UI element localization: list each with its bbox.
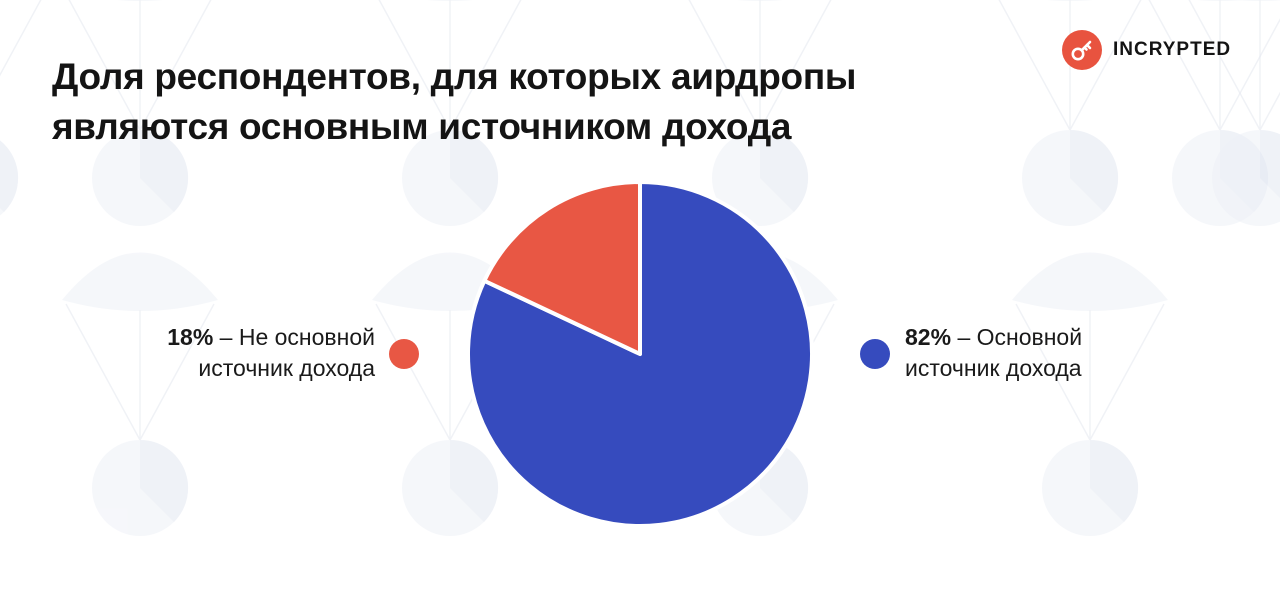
legend-item-main-income: 82% – Основной источник дохода <box>905 322 1082 384</box>
parachute-decoration-9 <box>1012 252 1168 536</box>
legend-item-not-main-income: 18% – Не основной источник дохода <box>167 322 375 384</box>
parachute-decoration-6 <box>62 252 218 536</box>
parachute-decoration-1 <box>378 0 522 226</box>
key-icon <box>1062 30 1102 70</box>
parachute-decoration-10 <box>1188 0 1280 226</box>
chart-title: Доля респондентов, для которых аирдропы … <box>52 56 857 147</box>
legend-text: – Не основной источник дохода <box>198 324 375 381</box>
parachute-decoration-0 <box>68 0 212 226</box>
incrypted-logo: INCRYPTED <box>1062 30 1231 70</box>
pie-chart <box>466 180 814 528</box>
legend-percent: 82% <box>905 324 952 350</box>
legend-text: – Основной источник дохода <box>905 324 1083 381</box>
parachute-decoration-2 <box>688 0 832 226</box>
parachute-decoration-4 <box>0 0 42 216</box>
legend-percent: 18% <box>167 324 214 350</box>
legend-swatch-not-main-income <box>389 339 419 369</box>
logo-text: INCRYPTED <box>1113 39 1232 60</box>
pie-slice-1 <box>482 180 642 356</box>
legend-swatch-main-income <box>860 339 890 369</box>
parachute-decoration-3 <box>998 0 1142 226</box>
